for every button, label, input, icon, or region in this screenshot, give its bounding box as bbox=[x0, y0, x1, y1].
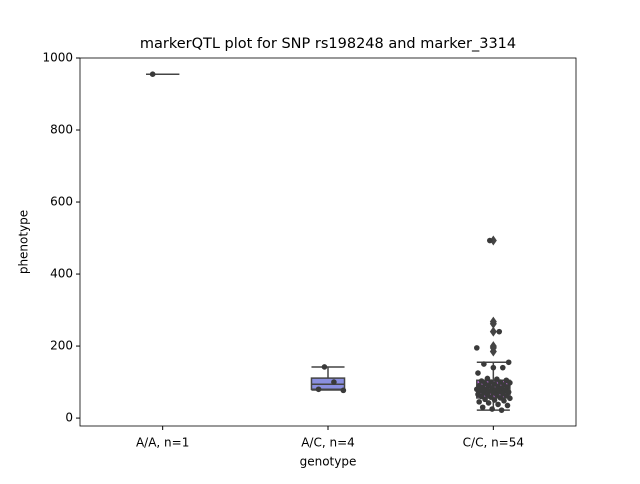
strip-point bbox=[479, 404, 486, 411]
chart-title: markerQTL plot for SNP rs198248 and mark… bbox=[140, 36, 516, 52]
strip-point bbox=[482, 396, 488, 403]
strip-point bbox=[501, 397, 507, 404]
strip-point bbox=[476, 399, 482, 405]
strip-point bbox=[331, 379, 337, 385]
strip-point bbox=[485, 400, 492, 406]
strip-point bbox=[505, 359, 512, 366]
strip-point bbox=[149, 71, 156, 78]
strip-point bbox=[498, 407, 505, 413]
y-axis-label: phenotype bbox=[17, 210, 31, 274]
strip-point bbox=[499, 364, 506, 371]
strip-point bbox=[315, 386, 322, 393]
x-axis-label: genotype bbox=[300, 455, 357, 469]
strip-point bbox=[486, 237, 493, 244]
x-tick-label: A/C, n=4 bbox=[301, 436, 355, 450]
strip-point bbox=[507, 395, 513, 402]
y-tick-label: 800 bbox=[50, 123, 73, 137]
strip-point bbox=[489, 406, 495, 412]
strip-point bbox=[481, 361, 487, 367]
y-tick-label: 600 bbox=[50, 195, 73, 209]
x-tick-label: A/A, n=1 bbox=[136, 436, 189, 450]
y-tick-label: 400 bbox=[50, 267, 73, 281]
strip-point bbox=[496, 328, 503, 335]
y-tick-label: 0 bbox=[65, 411, 73, 425]
strip-point bbox=[321, 364, 328, 370]
y-tick-label: 1000 bbox=[42, 51, 73, 65]
strip-point bbox=[475, 370, 481, 376]
outlier bbox=[489, 326, 497, 337]
strip-point bbox=[474, 345, 480, 351]
strip-point bbox=[491, 397, 498, 403]
strip-point bbox=[340, 387, 347, 394]
outlier bbox=[489, 235, 497, 246]
strip-point bbox=[495, 401, 501, 408]
strip-point bbox=[484, 375, 491, 382]
y-tick-label: 200 bbox=[50, 339, 73, 353]
outlier bbox=[489, 346, 497, 357]
strip-point bbox=[490, 364, 497, 371]
strip-point bbox=[507, 379, 513, 386]
outlier bbox=[489, 318, 497, 329]
x-tick-label: C/C, n=54 bbox=[463, 436, 524, 450]
strip-point bbox=[504, 402, 511, 409]
